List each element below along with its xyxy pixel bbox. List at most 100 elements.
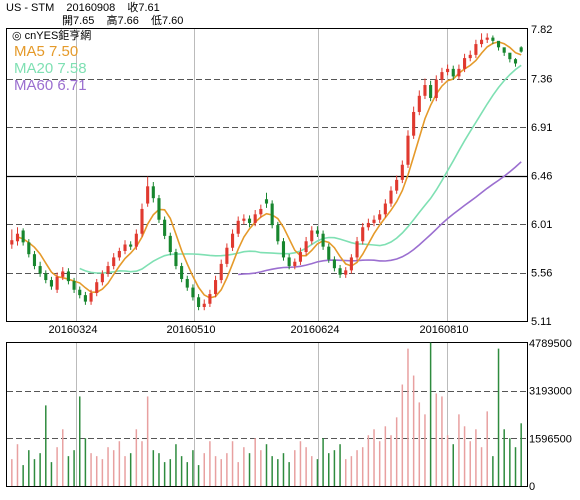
candle-body — [412, 111, 416, 136]
candle-body — [395, 179, 399, 191]
volume-tick-label: 0 — [529, 481, 535, 493]
candle-body — [129, 244, 133, 247]
volume-tick-label: 1596500 — [529, 433, 572, 445]
candle-body — [264, 199, 269, 204]
candle-body — [61, 271, 65, 277]
candle-body — [270, 203, 274, 226]
candle-body — [140, 208, 144, 234]
candlesticks — [10, 33, 523, 311]
price-tick-label: 6.01 — [531, 219, 552, 231]
open-label: 開7.65 — [62, 15, 95, 27]
candle-body — [372, 219, 376, 223]
candle-body — [315, 230, 319, 234]
volume-panel — [6, 342, 528, 487]
candle-body — [230, 233, 235, 248]
candle-body — [55, 276, 59, 290]
candle-body — [406, 135, 410, 165]
ma60-line — [238, 161, 522, 276]
candle-body — [361, 227, 365, 242]
ma20-line — [79, 64, 522, 274]
candle-body — [310, 230, 314, 242]
candle-body — [49, 280, 54, 287]
date-tick-label: 20160324 — [49, 324, 98, 336]
high-label: 高7.66 — [106, 15, 139, 27]
candle-body — [197, 297, 201, 307]
legend-ma60: MA60 6.71 — [14, 77, 87, 94]
candle-body — [434, 79, 438, 98]
candle-body — [106, 266, 110, 274]
candle-body — [15, 233, 20, 242]
candle-body — [479, 39, 484, 45]
candle-body — [293, 261, 297, 267]
candle-body — [383, 203, 387, 215]
candle-body — [174, 252, 178, 267]
symbol-label: US - STM — [6, 2, 55, 14]
close-label: 收7.61 — [127, 2, 160, 14]
candle-body — [327, 246, 331, 260]
candle-body — [89, 292, 93, 302]
candle-body — [219, 263, 223, 281]
volume-tick-label: 3193000 — [529, 386, 572, 398]
volume-axis: 4789500 3193000 1596500 0 — [529, 338, 572, 493]
candle-body — [123, 244, 127, 251]
price-axis: 7.82 7.36 6.91 6.46 6.01 5.56 5.11 — [531, 24, 552, 328]
candle-body — [44, 273, 48, 281]
candle-body — [117, 250, 121, 258]
candle-body — [10, 240, 14, 245]
price-tick-label: 5.11 — [531, 316, 552, 328]
candle-body — [32, 254, 37, 267]
candle-body — [491, 37, 495, 41]
price-tick-label: 7.82 — [531, 24, 552, 36]
quote-info: US - STM 20160908 收7.61 開7.65 高7.66 低7.6… — [6, 2, 192, 28]
candle-body — [276, 225, 280, 242]
candle-body — [366, 222, 370, 228]
candle-body — [208, 294, 212, 304]
candle-body — [202, 303, 206, 307]
date-label: 20160908 — [66, 2, 116, 14]
price-tick-label: 6.46 — [531, 171, 552, 183]
candle-body — [21, 230, 25, 243]
candle-body — [146, 186, 150, 204]
price-tick-label: 5.56 — [531, 268, 552, 280]
price-tick-label: 6.91 — [531, 122, 552, 134]
price-tick-label: 7.36 — [531, 74, 552, 86]
candle-body — [423, 85, 427, 96]
candle-body — [100, 273, 104, 283]
low-label: 低7.60 — [150, 15, 184, 27]
legend-ma5: MA5 7.50 — [14, 43, 79, 60]
volume-tick-label: 4789500 — [529, 338, 572, 350]
candle-body — [163, 219, 167, 236]
candle-body — [168, 235, 172, 253]
candle-body — [389, 190, 393, 204]
candle-body — [321, 233, 325, 247]
candle-body — [151, 186, 155, 199]
candle-body — [185, 278, 189, 288]
candle-body — [112, 257, 116, 267]
candle-body — [259, 208, 263, 215]
candle-body — [191, 287, 195, 298]
candle-body — [27, 242, 31, 255]
candle-body — [157, 198, 161, 220]
candle-body — [429, 85, 433, 98]
candle-body — [508, 52, 512, 60]
candle-body — [242, 218, 246, 221]
candle-body — [440, 72, 444, 80]
candle-body — [355, 241, 359, 258]
candle-body — [332, 259, 336, 269]
candle-body — [83, 295, 87, 302]
candle-body — [78, 289, 82, 296]
candle-body — [247, 218, 252, 223]
candle-body — [378, 214, 382, 220]
candle-body — [338, 268, 342, 275]
price-panel — [6, 28, 528, 322]
candle-body — [468, 54, 472, 59]
grid-lines — [7, 29, 527, 486]
candle-body — [214, 280, 218, 295]
candle-body — [463, 58, 467, 69]
candle-body — [304, 241, 308, 253]
date-axis: 20160324 20160510 20160624 20160810 — [49, 324, 469, 336]
candle-body — [66, 271, 70, 282]
candle-body — [253, 214, 257, 223]
candle-body — [134, 233, 138, 247]
